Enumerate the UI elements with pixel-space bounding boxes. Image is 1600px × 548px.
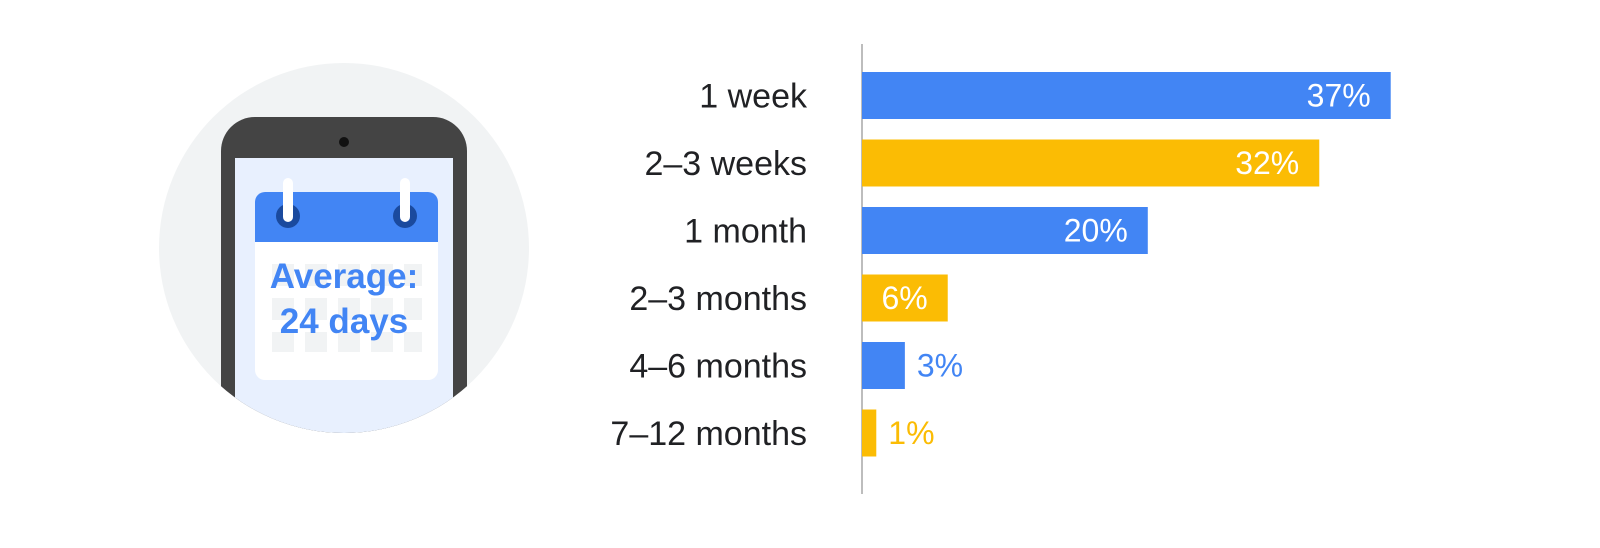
phone-calendar-illustration: Average: 24 days — [159, 63, 529, 433]
bar — [862, 139, 1320, 187]
category-label: 1 week — [699, 78, 808, 116]
duration-bar-chart: 1 week 37% 2–3 weeks 32% 1 month 20% 2–3 month… — [610, 44, 1391, 494]
bars-layer: 1 week 37% 2–3 weeks 32% 1 month 20% 2–3 month… — [610, 72, 1391, 457]
value-label: 32% — [1235, 145, 1299, 181]
calendar-icon: Average: 24 days — [255, 178, 438, 380]
value-label: 20% — [1064, 213, 1128, 249]
calendar-grid — [272, 264, 422, 352]
category-label: 4–6 months — [629, 348, 807, 386]
bar — [862, 72, 1391, 119]
value-label: 3% — [917, 348, 963, 384]
category-label: 7–12 months — [610, 415, 807, 453]
average-value: 24 days — [280, 302, 408, 341]
bar — [862, 207, 1148, 254]
calendar-ring-left — [283, 178, 293, 222]
bar — [862, 409, 877, 457]
bar — [862, 274, 948, 322]
value-label: 1% — [888, 415, 934, 451]
calendar-ring-right — [400, 178, 410, 222]
category-label: 2–3 months — [629, 280, 807, 318]
value-label: 6% — [881, 280, 927, 316]
category-label: 2–3 weeks — [644, 145, 807, 183]
phone-camera-icon — [339, 137, 349, 147]
average-label: Average: — [270, 257, 419, 296]
bar — [862, 342, 905, 389]
value-label: 37% — [1307, 78, 1371, 114]
calendar-header — [255, 192, 438, 242]
category-label: 1 month — [684, 213, 807, 251]
